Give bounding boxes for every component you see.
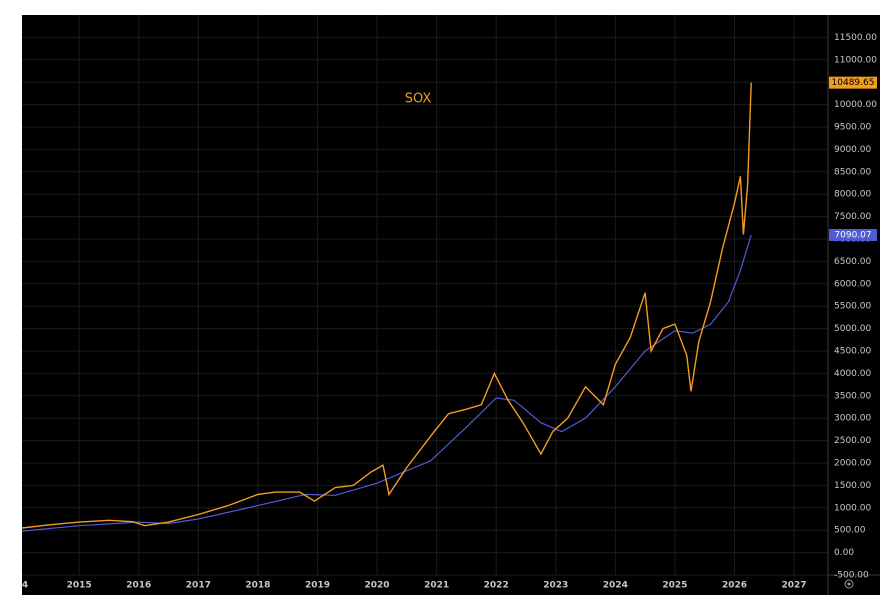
last-value-box xyxy=(829,76,877,89)
y-tick-label: 3000.00 xyxy=(834,414,871,424)
y-tick-label: 6500.00 xyxy=(834,257,871,267)
y-tick-label: 3500.00 xyxy=(834,391,871,401)
x-tick-label: 2026 xyxy=(722,581,747,591)
settings-icon[interactable] xyxy=(844,579,854,589)
x-tick-label: 2019 xyxy=(305,581,330,591)
x-tick-label: 2016 xyxy=(126,581,151,591)
y-tick-label: 500.00 xyxy=(834,526,866,536)
x-tick-label: 2025 xyxy=(662,581,687,591)
x-tick-label: 2018 xyxy=(245,581,270,591)
y-tick-label: 8500.00 xyxy=(834,167,871,177)
x-tick-label: 2027 xyxy=(782,581,807,591)
x-tick-label: 2022 xyxy=(484,581,509,591)
symbol-label: SOX xyxy=(405,92,432,107)
x-tick-label: 2021 xyxy=(424,581,449,591)
last-value-label: 7090.07 xyxy=(834,230,871,240)
x-tick-label: 2020 xyxy=(365,581,390,591)
x-tick-label: 2017 xyxy=(186,581,211,591)
y-tick-label: 5500.00 xyxy=(834,302,871,312)
y-tick-label: 9000.00 xyxy=(834,145,871,155)
series-line xyxy=(21,234,752,532)
y-tick-label: 11000.00 xyxy=(834,55,877,65)
y-tick-label: 2500.00 xyxy=(834,436,871,446)
background xyxy=(22,15,880,595)
settings-icon-dot xyxy=(847,582,851,586)
y-tick-label: 4500.00 xyxy=(834,347,871,357)
y-tick-label: 1000.00 xyxy=(834,503,871,513)
y-tick-label: 8000.00 xyxy=(834,190,871,200)
y-tick-label: 0.00 xyxy=(834,548,854,558)
y-tick-label: 7500.00 xyxy=(834,212,871,222)
y-tick-label: 10000.00 xyxy=(834,100,877,110)
y-tick-label: 4000.00 xyxy=(834,369,871,379)
series-line xyxy=(21,82,752,529)
y-tick-label: 2000.00 xyxy=(834,459,871,469)
x-tick-label: 2023 xyxy=(543,581,568,591)
y-tick-label: 11500.00 xyxy=(834,33,877,43)
y-tick-label: 1500.00 xyxy=(834,481,871,491)
y-tick-label: -500.00 xyxy=(834,571,869,581)
x-tick-label: 2015 xyxy=(67,581,92,591)
x-tick-label: 2024 xyxy=(603,581,628,591)
y-tick-label: 6000.00 xyxy=(834,279,871,289)
last-value-label: 10489.65 xyxy=(832,78,875,88)
x-tick-label: 4 xyxy=(22,581,28,591)
last-value-box xyxy=(829,228,877,241)
y-tick-label: 5000.00 xyxy=(834,324,871,334)
y-tick-label: 9500.00 xyxy=(834,123,871,133)
